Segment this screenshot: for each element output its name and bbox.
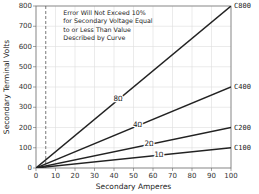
tick-label: 10 [51,172,60,180]
tick-mark [55,168,56,171]
tick-label: 0 [34,172,38,180]
reference-line [45,6,46,168]
chart: 0 10 20 30 40 50 60 70 80 90 100 0 100 200 300 400 500 60… [0,0,259,194]
tick-mark [133,168,134,171]
tick-mark [33,147,36,148]
tick-label: 700 [19,22,32,30]
tick-mark [33,168,36,169]
line [36,148,231,168]
series-label: C800 [234,2,251,10]
tick-label: 30 [90,172,99,180]
tick-label: 50 [129,172,138,180]
tick-mark [94,168,95,171]
series-label: C200 [234,124,251,132]
grid-line [36,66,231,67]
tick-label: 100 [224,172,237,180]
x-axis-label: Secondary Amperes [96,182,171,191]
burden-label: 1Ω [154,150,164,159]
burden-label: 4Ω [133,120,143,129]
series-label: C100 [234,144,251,152]
grid-line [36,107,231,108]
tick-mark [33,87,36,88]
tick-label: 600 [19,43,32,51]
tick-mark [114,168,115,171]
tick-mark [33,127,36,128]
series-label: C400 [234,83,251,91]
tick-mark [172,168,173,171]
y-axis-label: Secondary Terminal Volts [2,40,11,134]
plot-area [36,6,231,168]
tick-label: 80 [188,172,197,180]
tick-label: 400 [19,83,32,91]
burden-label: 8Ω [113,94,123,103]
burden-label: 2Ω [145,139,155,148]
tick-mark [33,107,36,108]
tick-label: 90 [207,172,216,180]
tick-mark [33,6,36,7]
line [36,87,231,168]
tick-label: 100 [19,144,32,152]
tick-label: 300 [19,103,32,111]
tick-label: 200 [19,124,32,132]
grid [36,6,231,168]
tick-mark [153,168,154,171]
line [36,128,231,169]
tick-mark [36,168,37,171]
line [36,6,231,168]
tick-label: 800 [19,2,32,10]
tick-mark [211,168,212,171]
tick-mark [231,168,232,171]
tick-mark [192,168,193,171]
tick-label: 40 [110,172,119,180]
tick-mark [33,46,36,47]
tick-mark [33,26,36,27]
tick-label: 500 [19,63,32,71]
tick-label: 0 [28,164,32,172]
annotation: Error Will Not Exceed 10%for Secondary V… [63,9,152,42]
tick-mark [75,168,76,171]
tick-mark [33,66,36,67]
grid-line [36,46,231,47]
tick-label: 70 [168,172,177,180]
tick-label: 20 [71,172,80,180]
tick-label: 60 [149,172,158,180]
plot-frame [36,6,231,168]
